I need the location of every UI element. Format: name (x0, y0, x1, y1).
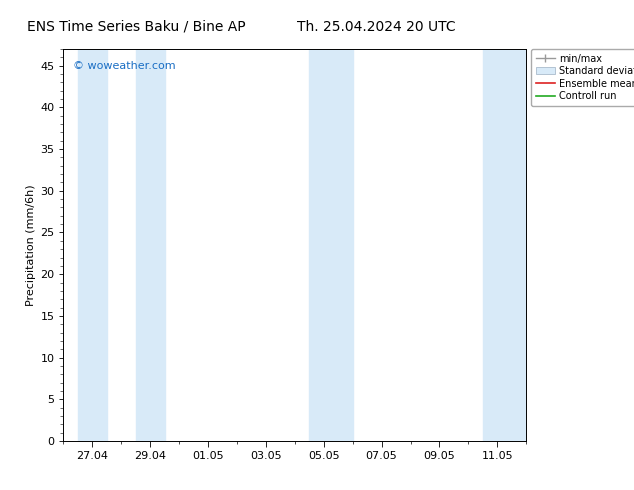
Y-axis label: Precipitation (mm/6h): Precipitation (mm/6h) (26, 184, 36, 306)
Legend: min/max, Standard deviation, Ensemble mean run, Controll run: min/max, Standard deviation, Ensemble me… (531, 49, 634, 106)
Text: Th. 25.04.2024 20 UTC: Th. 25.04.2024 20 UTC (297, 20, 456, 34)
Bar (78, 49, 107, 441)
Bar (136, 49, 165, 441)
Bar (483, 49, 526, 441)
Text: ENS Time Series Baku / Bine AP: ENS Time Series Baku / Bine AP (27, 20, 245, 34)
Bar (309, 49, 353, 441)
Text: © woweather.com: © woweather.com (73, 61, 175, 71)
